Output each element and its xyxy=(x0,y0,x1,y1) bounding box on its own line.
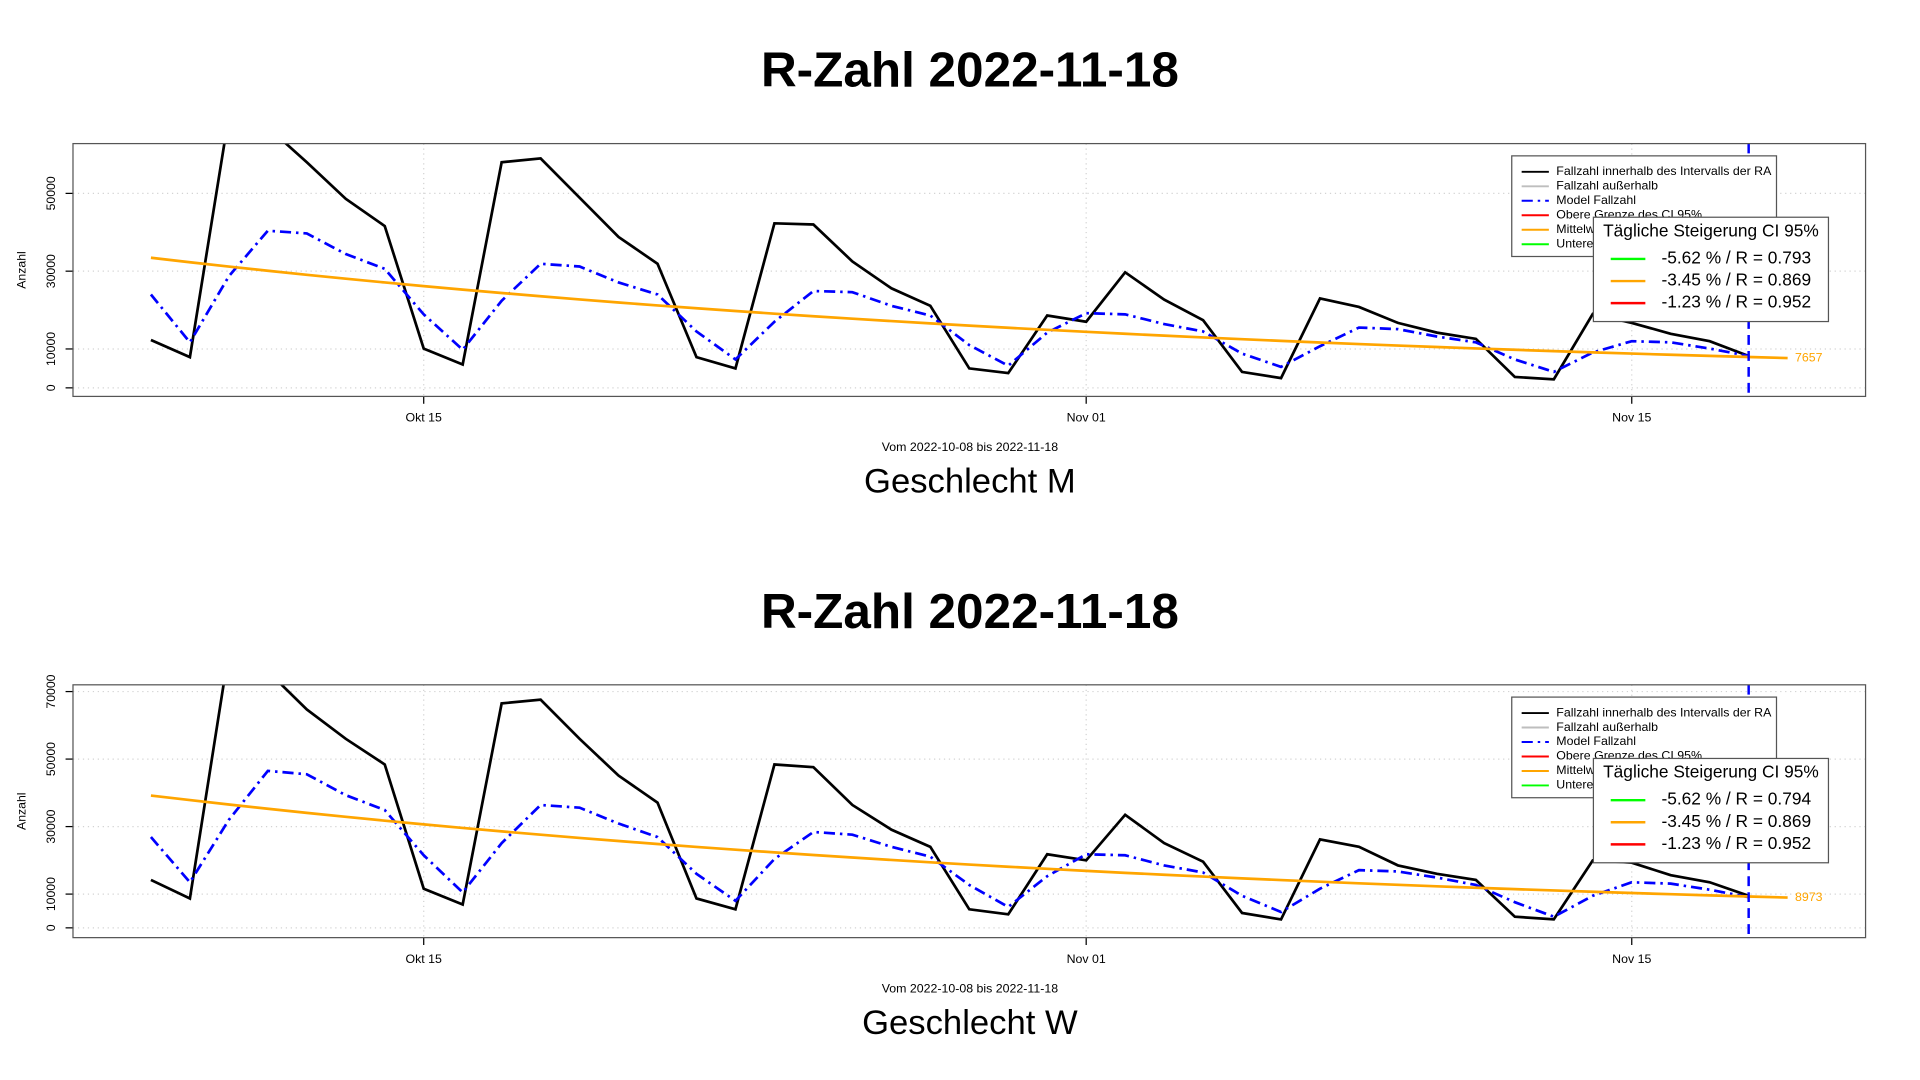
legend-label: Fallzahl außerhalb xyxy=(1556,720,1658,734)
ci-label: -5.62 % / R = 0.793 xyxy=(1661,248,1811,268)
series-line xyxy=(149,769,1749,919)
plot-frame xyxy=(72,684,1867,939)
chart-title: R-Zahl 2022-11-18 xyxy=(761,584,1179,639)
ci-title: Tägliche Steigerung CI 95% xyxy=(1603,221,1819,241)
subtitle: Geschlecht W xyxy=(862,1004,1078,1042)
legend-label: Model Fallzahl xyxy=(1556,193,1636,207)
legend-label: Fallzahl innerhalb des Intervalls der RA xyxy=(1556,164,1772,178)
x-tick-label: Nov 15 xyxy=(1612,952,1651,966)
y-tick-label: 30000 xyxy=(44,809,58,843)
y-tick-label: 10000 xyxy=(44,877,58,911)
legend-label: Mittelw xyxy=(1556,763,1595,777)
y-tick-label: 50000 xyxy=(44,742,58,776)
end-label: 8973 xyxy=(1795,890,1823,904)
y-tick-label: 30000 xyxy=(44,254,58,288)
legend-label: Model Fallzahl xyxy=(1556,734,1636,748)
y-axis-label: Anzahl xyxy=(14,251,28,289)
plot-frame xyxy=(72,142,1867,398)
x-tick-label: Nov 15 xyxy=(1612,411,1651,425)
series-line xyxy=(150,794,1788,899)
ci-title: Tägliche Steigerung CI 95% xyxy=(1603,762,1819,782)
x-tick-label: Nov 01 xyxy=(1067,952,1106,966)
y-tick-label: 0 xyxy=(44,384,58,391)
series-line xyxy=(149,229,1749,374)
ci-label: -1.23 % / R = 0.952 xyxy=(1661,833,1811,853)
y-axis-label: Anzahl xyxy=(14,792,28,830)
chart-title: R-Zahl 2022-11-18 xyxy=(761,43,1179,98)
series-line xyxy=(150,256,1788,360)
legend-label: Untere xyxy=(1556,778,1593,792)
legend-label: Mittelw xyxy=(1556,222,1595,236)
y-tick-label: 10000 xyxy=(44,332,58,366)
x-tick-label: Okt 15 xyxy=(405,952,442,966)
series-line xyxy=(150,143,1750,381)
legend-label: Fallzahl außerhalb xyxy=(1556,179,1658,193)
legend-label: Untere xyxy=(1556,237,1593,251)
x-tick-label: Nov 01 xyxy=(1067,411,1106,425)
ci-label: -3.45 % / R = 0.869 xyxy=(1661,811,1811,831)
subtitle: Geschlecht M xyxy=(864,463,1076,501)
y-tick-label: 70000 xyxy=(44,674,58,708)
ci-label: -5.62 % / R = 0.794 xyxy=(1661,789,1811,809)
end-label: 7657 xyxy=(1795,350,1823,364)
x-axis-label: Vom 2022-10-08 bis 2022-11-18 xyxy=(882,981,1059,995)
y-tick-label: 50000 xyxy=(44,176,58,210)
ci-label: -1.23 % / R = 0.952 xyxy=(1661,292,1811,312)
x-axis-label: Vom 2022-10-08 bis 2022-11-18 xyxy=(882,440,1059,454)
legend-label: Fallzahl innerhalb des Intervalls der RA xyxy=(1556,705,1772,719)
x-tick-label: Okt 15 xyxy=(405,411,442,425)
ci-label: -3.45 % / R = 0.869 xyxy=(1661,270,1811,290)
series-line xyxy=(150,684,1750,921)
y-tick-label: 0 xyxy=(44,924,58,931)
